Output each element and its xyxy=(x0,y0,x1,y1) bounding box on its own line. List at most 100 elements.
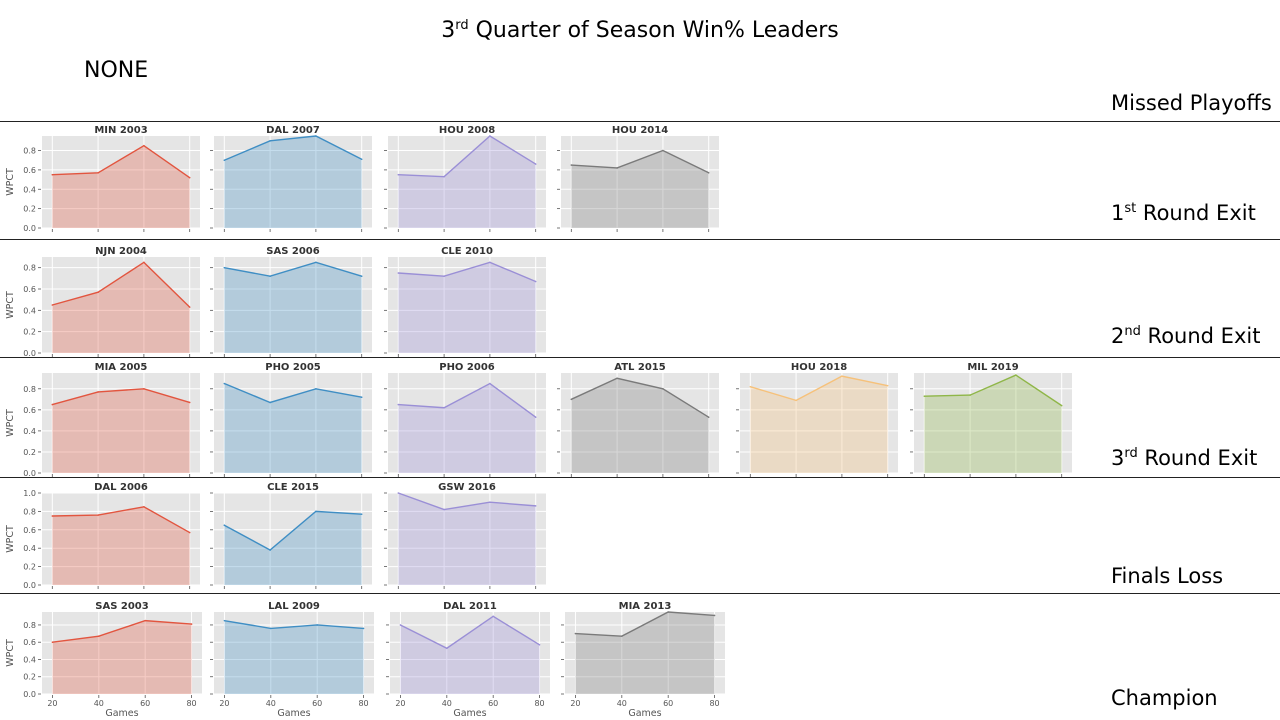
area-fill xyxy=(398,493,536,585)
x-tick-label: 60 xyxy=(140,699,150,708)
panel-gsw-2016: GSW 2016 xyxy=(384,482,546,589)
y-tick-label: 0.8 xyxy=(23,507,36,516)
x-tick-label: 80 xyxy=(358,699,368,708)
panel-title: ATL 2015 xyxy=(614,362,666,373)
row-label-champion: Champion xyxy=(1111,686,1218,710)
data-point xyxy=(188,176,191,179)
panel-title: DAL 2006 xyxy=(94,482,148,493)
series-line xyxy=(223,510,362,551)
data-point xyxy=(144,619,146,622)
series-line xyxy=(224,382,362,404)
data-point xyxy=(143,144,145,147)
y-tick-label: 0.0 xyxy=(23,469,36,478)
area-fill xyxy=(52,145,190,228)
data-point xyxy=(188,306,191,308)
panel-sas-2006: SAS 2006 xyxy=(210,246,372,357)
data-point xyxy=(269,275,271,277)
plot-background xyxy=(214,612,374,694)
row-divider xyxy=(0,239,1280,240)
panel-njn-2004: NJN 2004 0.0 0.2 0.4 0.6 0.8 WPCT xyxy=(5,246,200,358)
y-tick-label: 0.8 xyxy=(23,621,36,630)
data-point xyxy=(362,627,365,630)
row-divider xyxy=(0,477,1280,478)
data-point xyxy=(489,382,491,385)
plot-background xyxy=(561,373,719,473)
chart-title-rest: Quarter of Season Win% Leaders xyxy=(468,18,839,43)
area-fill xyxy=(224,511,362,585)
data-point xyxy=(97,514,99,516)
missed-playoffs-none-label: NONE xyxy=(84,58,149,83)
data-point xyxy=(397,403,400,406)
panel-title: NJN 2004 xyxy=(95,246,147,257)
data-point xyxy=(223,524,226,526)
data-point xyxy=(570,398,573,401)
panel-dal-2007: DAL 2007 xyxy=(210,125,372,232)
panel-cle-2015: CLE 2015 xyxy=(210,482,372,589)
y-tick-label: 0.2 xyxy=(23,328,36,337)
x-tick-label: 80 xyxy=(534,699,544,708)
data-point xyxy=(534,505,537,507)
x-axis-label: Games xyxy=(453,708,486,719)
series-line xyxy=(924,374,1063,407)
area-fill xyxy=(52,262,190,353)
plot-background xyxy=(214,257,372,353)
panel-title: MIA 2013 xyxy=(619,601,672,612)
panel-title: HOU 2008 xyxy=(439,125,495,136)
plot-background xyxy=(214,493,372,585)
plot-background xyxy=(42,257,200,353)
series-line xyxy=(575,611,715,637)
series-line xyxy=(398,492,536,511)
area-fill xyxy=(224,383,362,473)
plot-background xyxy=(561,136,719,228)
series-line xyxy=(52,388,190,406)
row-label-2nd-round-exit: 2nd Round Exit xyxy=(1111,324,1261,348)
y-tick-label: 0.4 xyxy=(23,427,36,436)
data-point xyxy=(143,387,145,390)
panel-title: PHO 2006 xyxy=(439,362,495,373)
data-point xyxy=(188,401,191,404)
plot-background xyxy=(42,612,202,694)
data-point xyxy=(51,515,54,517)
plot-background xyxy=(914,373,1072,473)
x-tick-label: 20 xyxy=(47,699,57,708)
y-tick-label: 0.2 xyxy=(23,673,36,682)
data-point xyxy=(443,175,445,178)
data-point xyxy=(621,635,623,637)
plot-background xyxy=(390,612,550,694)
data-point xyxy=(269,549,271,551)
y-axis-label: WPCT xyxy=(5,409,16,437)
panel-title: GSW 2016 xyxy=(438,482,496,493)
x-tick-label: 40 xyxy=(442,699,452,708)
plot-background xyxy=(740,373,898,473)
series-line xyxy=(52,144,191,179)
series-line xyxy=(398,261,536,283)
y-tick-label: 0.6 xyxy=(23,285,36,294)
x-tick-label: 60 xyxy=(312,699,322,708)
y-tick-label: 0.4 xyxy=(23,185,36,194)
y-tick-label: 0.0 xyxy=(23,581,36,590)
panel-title: DAL 2011 xyxy=(443,601,497,612)
area-fill xyxy=(750,376,888,473)
data-point xyxy=(969,394,971,396)
panel-title: HOU 2018 xyxy=(791,362,847,373)
data-point xyxy=(1015,374,1017,376)
data-point xyxy=(360,396,363,399)
area-fill xyxy=(924,375,1062,473)
series-line xyxy=(571,149,710,174)
series-line xyxy=(571,377,710,418)
x-axis-label: Games xyxy=(105,708,138,719)
panel-cle-2010: CLE 2010 xyxy=(384,246,546,357)
series-line xyxy=(224,261,362,277)
data-point xyxy=(51,304,54,306)
panel-title: DAL 2007 xyxy=(266,125,320,136)
area-fill xyxy=(52,620,192,694)
data-point xyxy=(570,164,573,166)
x-tick-label: 20 xyxy=(570,699,580,708)
area-fill xyxy=(398,136,536,228)
series-line xyxy=(52,619,192,643)
area-fill xyxy=(52,388,190,473)
panel-mil-2019: MIL 2019 xyxy=(910,362,1072,477)
area-fill xyxy=(571,150,709,228)
area-fill xyxy=(52,506,190,585)
panel-title: MIA 2005 xyxy=(95,362,148,373)
